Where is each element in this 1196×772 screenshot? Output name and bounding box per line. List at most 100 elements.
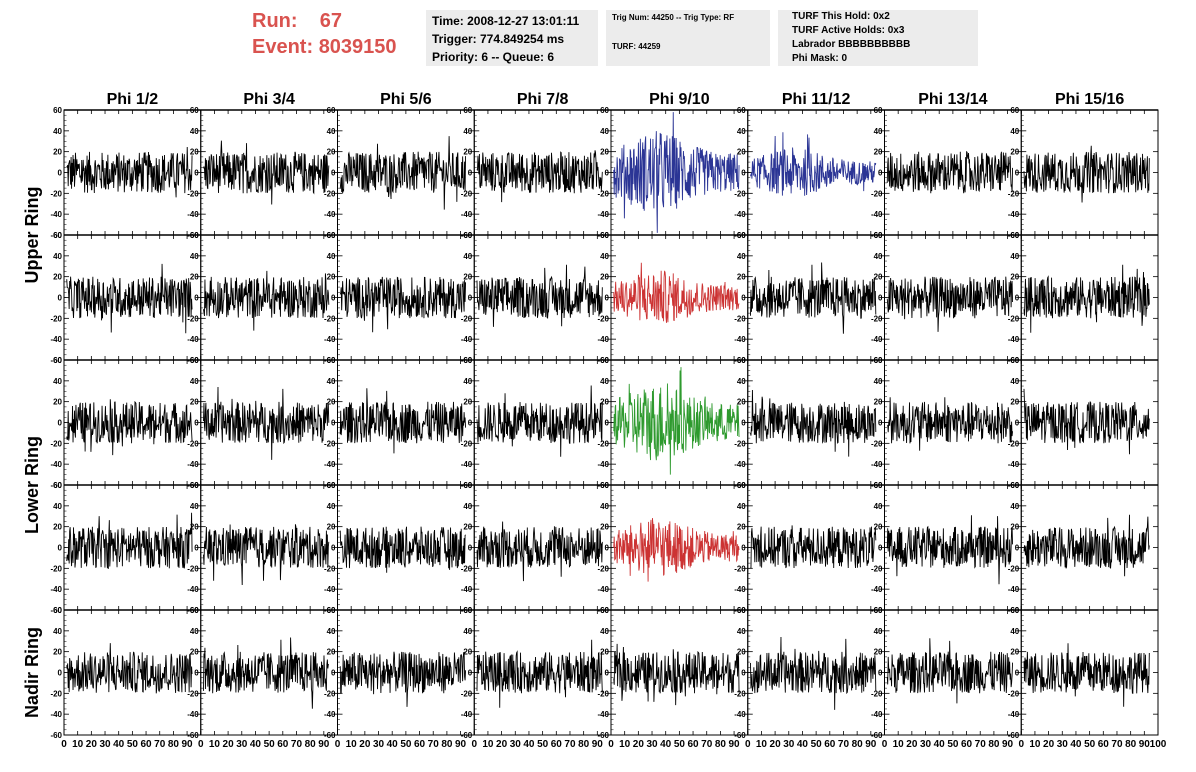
waveform-trace [66,146,193,198]
waveform-trace [476,385,603,457]
y-tick-label: 40 [600,377,609,386]
y-tick-label: 20 [737,148,746,157]
y-tick-label: 0 [468,419,473,428]
y-tick-label: 40 [463,252,472,261]
y-tick-label: 60 [737,106,746,115]
y-tick-label: 0 [58,294,63,303]
y-tick-label: -20 [461,564,473,573]
trig-num-text: Trig Num: 44250 -- Trig Type: RF [612,13,735,22]
y-tick-label: 20 [327,273,336,282]
y-tick-label: -40 [324,710,336,719]
y-tick-label: 0 [878,544,883,553]
y-tick-label: -60 [1008,731,1020,740]
y-tick-label: 60 [600,356,609,365]
y-tick-label: 60 [1010,606,1019,615]
waveform-trace [887,397,1014,451]
waveform-trace [750,262,877,334]
y-tick-label: 20 [874,648,883,657]
waveform-trace [203,637,330,709]
y-tick-label: -20 [1008,439,1020,448]
event-label: Event: [252,36,314,58]
y-tick-label: 40 [53,627,62,636]
priority-text: Priority: 6 -- Queue: 6 [432,50,555,64]
y-tick-label: 0 [605,169,610,178]
x-tick-label: 90 [318,739,330,750]
y-tick-label: -20 [1008,689,1020,698]
y-tick-label: 0 [741,544,746,553]
x-tick-label: 90 [1139,739,1151,750]
y-tick-label: 40 [190,127,199,136]
y-tick-label: 40 [190,627,199,636]
y-tick-label: -40 [50,210,62,219]
x-tick-label: 90 [592,739,604,750]
y-tick-label: -20 [597,439,609,448]
y-tick-label: 0 [58,169,63,178]
y-tick-label: 40 [737,627,746,636]
y-tick-label: -40 [871,460,883,469]
turf-text: TURF: 44259 [612,42,661,51]
y-tick-label: 20 [190,273,199,282]
column-title-4: Phi 7/8 [517,91,569,108]
x-tick-label: 70 [428,739,440,750]
x-tick-label: 40 [934,739,946,750]
ring-label-1: Upper Ring [22,187,42,284]
x-tick-label: 80 [1125,739,1137,750]
y-tick-label: -20 [324,189,336,198]
x-tick-label: 10 [72,739,84,750]
y-tick-label: 60 [737,231,746,240]
y-tick-label: -20 [461,314,473,323]
x-tick-label: 20 [906,739,918,750]
y-tick-label: 60 [190,106,199,115]
y-tick-label: -40 [597,585,609,594]
trigger-info-box: Trig Num: 44250 -- Trig Type: RF TURF: 4… [606,10,770,66]
waveform-trace [750,525,877,569]
y-tick-label: 40 [327,377,336,386]
x-tick-label: 90 [1002,739,1014,750]
y-tick-label: -60 [50,231,62,240]
turf-info-box: TURF This Hold: 0x2 TURF Active Holds: 0… [778,10,978,66]
y-tick-label: 20 [1010,273,1019,282]
y-tick-label: 20 [190,648,199,657]
y-tick-label: -60 [734,731,746,740]
y-tick-label: -40 [734,460,746,469]
y-tick-label: 40 [53,377,62,386]
y-tick-label: -40 [461,460,473,469]
y-tick-label: 20 [600,148,609,157]
waveform-trace [886,150,1014,194]
x-tick-label: 50 [537,739,549,750]
y-tick-label: 60 [190,231,199,240]
y-tick-label: 60 [600,231,609,240]
y-tick-label: -60 [50,481,62,490]
waveform-trace [339,136,467,210]
y-tick-label: 0 [331,419,336,428]
x-tick-label: 30 [1057,739,1069,750]
y-tick-label: -20 [871,689,883,698]
y-tick-label: 20 [53,523,62,532]
run-row: Run: 67 [252,8,397,34]
waveform-trace [66,512,193,569]
x-tick-label: 50 [127,739,139,750]
y-tick-label: 20 [874,148,883,157]
y-tick-label: -40 [871,710,883,719]
y-tick-label: -40 [1008,460,1020,469]
y-tick-label: 40 [874,127,883,136]
y-tick-label: 20 [463,648,472,657]
column-title-1: Phi 1/2 [107,91,159,108]
waveform-trace [1023,264,1150,333]
waveform-trace [203,270,330,331]
y-tick-label: 20 [327,648,336,657]
ring-label-3: Nadir Ring [22,627,42,718]
time-info-box: Time: 2008-12-27 13:01:11 Trigger: 774.8… [426,10,598,66]
x-tick-label: 70 [564,739,576,750]
x-tick-label: 10 [756,739,768,750]
y-tick-label: -60 [50,731,62,740]
y-tick-label: 0 [194,669,199,678]
y-tick-label: -60 [187,731,199,740]
y-tick-label: -40 [734,210,746,219]
y-tick-label: 60 [1010,231,1019,240]
x-tick-label: 20 [223,739,235,750]
waveform-trace [750,390,877,457]
turf-active-holds-text: TURF Active Holds: 0x3 [792,25,905,36]
y-tick-label: -20 [597,564,609,573]
y-tick-label: 60 [874,356,883,365]
